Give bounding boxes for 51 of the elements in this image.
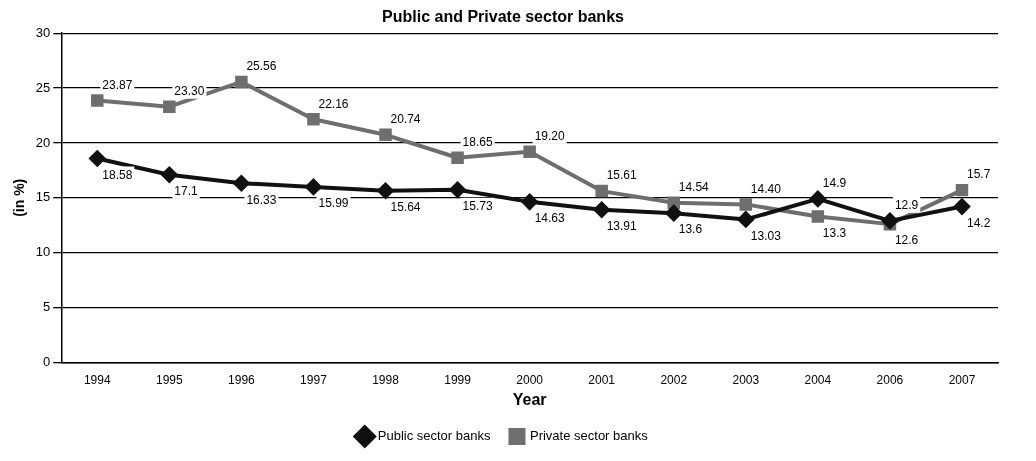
y-tick-label: 30 xyxy=(35,24,51,40)
data-label: 14.2 xyxy=(966,215,991,230)
legend-label: Public sector banks xyxy=(377,428,491,444)
data-label: 23.30 xyxy=(174,84,205,99)
x-tick-label: 2003 xyxy=(732,372,760,387)
data-label: 13.6 xyxy=(678,222,703,237)
x-tick-label: 2004 xyxy=(804,372,832,387)
data-label: 14.40 xyxy=(750,181,782,196)
data-label: 16.33 xyxy=(246,192,277,207)
data-label: 14.63 xyxy=(534,211,565,226)
x-tick-label: 2006 xyxy=(876,372,904,387)
data-label: 15.73 xyxy=(462,199,493,214)
x-tick-label: 2002 xyxy=(660,372,688,387)
data-label: 14.54 xyxy=(678,180,710,195)
y-tick-label: 5 xyxy=(43,299,51,315)
data-label: 18.65 xyxy=(462,135,493,150)
y-tick-label: 15 xyxy=(35,189,51,205)
x-tick-label: 1997 xyxy=(300,372,328,387)
x-tick-label: 2007 xyxy=(948,372,976,387)
data-label: 15.7 xyxy=(966,167,991,182)
data-label: 22.16 xyxy=(318,96,349,111)
legend-label: Private sector banks xyxy=(529,428,649,444)
data-label: 15.99 xyxy=(318,196,349,211)
x-tick-label: 1996 xyxy=(228,372,256,387)
x-axis-title: Year xyxy=(512,390,547,408)
y-tick-label: 20 xyxy=(35,134,51,150)
chart-title: Public and Private sector banks xyxy=(382,8,625,26)
data-label: 15.64 xyxy=(390,200,421,215)
data-label: 17.1 xyxy=(174,184,199,199)
x-tick-label: 2000 xyxy=(516,372,544,387)
data-label: 20.74 xyxy=(390,112,421,127)
data-label: 13.91 xyxy=(606,219,638,234)
data-label: 18.58 xyxy=(102,167,133,182)
data-label: 12.9 xyxy=(894,198,919,213)
x-tick-label: 1994 xyxy=(83,372,111,387)
y-tick-label: 25 xyxy=(35,79,51,95)
x-tick-label: 2001 xyxy=(588,372,616,387)
y-tick-label: 10 xyxy=(35,244,51,260)
x-tick-label: 1995 xyxy=(155,372,184,387)
y-axis-title: (in %) xyxy=(11,178,28,217)
data-label: 19.20 xyxy=(534,129,565,144)
x-tick-label: 1999 xyxy=(444,372,472,387)
data-label: 23.87 xyxy=(102,77,133,92)
data-label: 25.56 xyxy=(246,59,277,74)
data-label: 15.61 xyxy=(606,168,638,183)
data-label: 13.3 xyxy=(822,225,847,240)
y-tick-label: 0 xyxy=(43,353,51,369)
x-tick-label: 1998 xyxy=(372,372,400,387)
data-label: 12.6 xyxy=(894,233,919,248)
data-label: 14.9 xyxy=(822,176,847,191)
data-label: 13.03 xyxy=(750,228,782,243)
